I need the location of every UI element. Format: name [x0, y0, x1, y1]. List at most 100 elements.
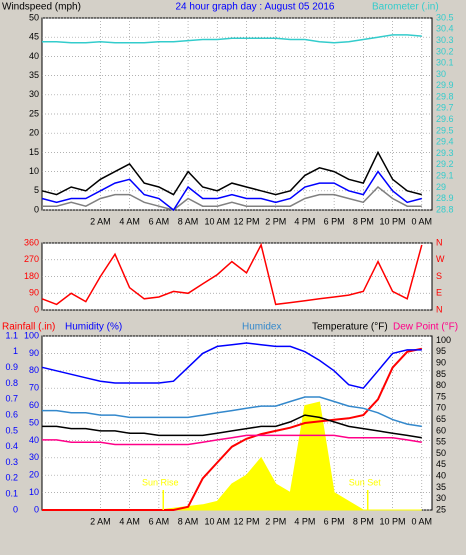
y2-tick-label: 30.1 — [436, 58, 454, 68]
line — [42, 185, 422, 211]
y-tick-label: 0 — [34, 204, 39, 214]
y2-tick-label: 29.7 — [436, 103, 454, 113]
y2-tick-label: 25 — [436, 504, 446, 514]
x-tick-label: 10 PM — [380, 516, 406, 526]
y2-tick-label: S — [436, 271, 442, 281]
y2-tick-label: 30.4 — [436, 24, 454, 34]
y2-tick-label: N — [436, 304, 443, 314]
y-tick-label: 40 — [29, 51, 39, 61]
y3-tick-label: 0.9 — [5, 362, 18, 372]
y2-tick-label: N — [436, 237, 443, 247]
y-tick-label: 70 — [29, 383, 39, 393]
x-tick-label: 8 AM — [178, 216, 199, 226]
y-tick-label: 90 — [29, 288, 39, 298]
y2-tick-label: 65 — [436, 414, 446, 424]
y2-tick-label: 30.2 — [436, 46, 454, 56]
series-name: Dew Point (°F) — [393, 322, 458, 333]
y-tick-label: 60 — [29, 400, 39, 410]
series-name: Humidex — [242, 322, 281, 333]
line — [41, 242, 423, 306]
y2-tick-label: 30 — [436, 493, 446, 503]
x-tick-label: 12 PM — [233, 516, 259, 526]
y-tick-label: 20 — [29, 128, 39, 138]
y-tick-label: 20 — [29, 470, 39, 480]
y-tick-label: 25 — [29, 108, 39, 118]
y2-tick-label: 29.2 — [436, 159, 454, 169]
x-tick-label: 12 PM — [233, 216, 259, 226]
y3-tick-label: 0.8 — [5, 378, 18, 388]
y-tick-label: 80 — [29, 365, 39, 375]
series-name: Rainfall (.in) — [2, 322, 55, 333]
y-tick-label: 360 — [24, 237, 39, 247]
y2-tick-label: 28.9 — [436, 193, 454, 203]
y2-tick-label: 85 — [436, 369, 446, 379]
x-tick-label: 4 PM — [294, 516, 315, 526]
y2-tick-label: 55 — [436, 437, 446, 447]
line — [41, 170, 422, 212]
y-tick-label: 45 — [29, 32, 39, 42]
y3-tick-label: 0.3 — [5, 457, 18, 467]
y3-tick-label: 0.2 — [5, 473, 18, 483]
x-tick-label: 0 AM — [412, 216, 433, 226]
x-tick-label: 6 PM — [324, 216, 345, 226]
y-tick-label: 5 — [34, 185, 39, 195]
y-tick-label: 90 — [29, 348, 39, 358]
y2-tick-label: 80 — [436, 380, 446, 390]
y-tick-label: 50 — [29, 12, 39, 22]
x-tick-label: 2 AM — [90, 516, 111, 526]
x-tick-label: 10 PM — [380, 216, 406, 226]
x-tick-label: 8 PM — [353, 216, 374, 226]
y2-tick-label: E — [436, 288, 442, 298]
y-tick-label: 15 — [29, 147, 39, 157]
y2-tick-label: 75 — [436, 391, 446, 401]
y3-tick-label: 1 — [13, 346, 18, 356]
x-tick-label: 6 AM — [149, 516, 170, 526]
y2-tick-label: 45 — [436, 459, 446, 469]
x-tick-label: 10 AM — [205, 516, 231, 526]
x-tick-label: 8 PM — [353, 516, 374, 526]
y2-tick-label: 29.1 — [436, 170, 454, 180]
y2-tick-label: 29.4 — [436, 137, 454, 147]
y2-tick-label: W — [436, 254, 445, 264]
x-tick-label: 2 PM — [265, 516, 286, 526]
line — [41, 342, 422, 390]
y2-axis-title: Barometer (.in) — [372, 2, 439, 13]
series-name: Humidity (%) — [65, 322, 122, 333]
y2-tick-label: 70 — [436, 403, 446, 413]
y-axis-title: Windspeed (mph) — [2, 2, 81, 13]
y-tick-label: 270 — [24, 254, 39, 264]
y2-tick-label: 30.3 — [436, 35, 454, 45]
line — [41, 150, 422, 196]
x-tick-label: 4 AM — [119, 216, 140, 226]
y-tick-label: 30 — [29, 452, 39, 462]
y-tick-label: 30 — [29, 89, 39, 99]
y-tick-label: 40 — [29, 435, 39, 445]
line — [42, 34, 422, 44]
y-tick-label: 10 — [29, 166, 39, 176]
y2-tick-label: 40 — [436, 470, 446, 480]
y-tick-label: 50 — [29, 417, 39, 427]
y2-tick-label: 90 — [436, 357, 446, 367]
line — [42, 396, 422, 428]
x-tick-label: 4 AM — [119, 516, 140, 526]
line — [42, 434, 422, 446]
y2-tick-label: 30 — [436, 69, 446, 79]
y2-tick-label: 60 — [436, 425, 446, 435]
y3-tick-label: 0.4 — [5, 441, 18, 451]
y2-tick-label: 30.5 — [436, 12, 454, 22]
line — [42, 347, 423, 511]
x-tick-label: 10 AM — [205, 216, 231, 226]
series-name: Temperature (°F) — [312, 322, 388, 333]
chart-title: 24 hour graph day : August 05 2016 — [175, 2, 334, 13]
line — [42, 414, 422, 439]
y2-tick-label: 100 — [436, 335, 451, 345]
y-tick-label: 10 — [29, 487, 39, 497]
y2-tick-label: 35 — [436, 482, 446, 492]
y2-tick-label: 29.8 — [436, 91, 454, 101]
y2-tick-label: 29.3 — [436, 148, 454, 158]
x-tick-label: 6 AM — [149, 216, 170, 226]
y-tick-label: 180 — [24, 271, 39, 281]
y2-tick-label: 50 — [436, 448, 446, 458]
annotation: Sun Set — [349, 477, 382, 487]
